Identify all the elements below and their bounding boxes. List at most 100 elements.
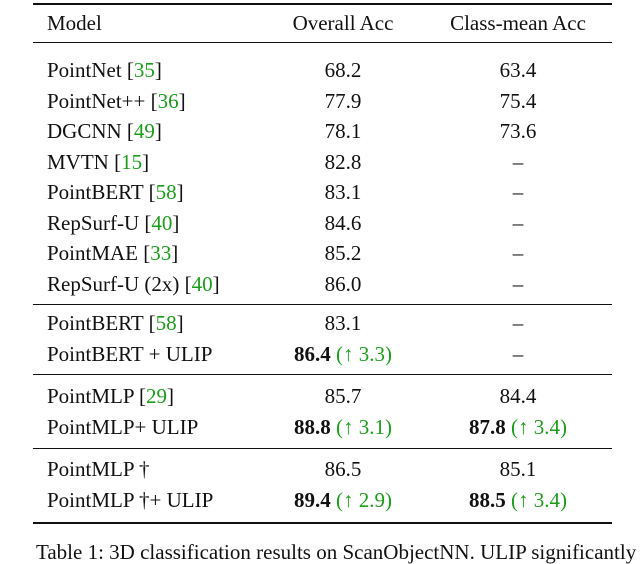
citation-number: 15 <box>121 149 143 174</box>
bracket: ] <box>154 119 162 143</box>
model-name: PointBERT <box>47 311 144 335</box>
citation-number: 29 <box>146 384 167 408</box>
citation-number: 36 <box>157 88 179 113</box>
accuracy-value: 82.8 <box>324 149 362 174</box>
model-name: PointMLP <box>47 384 134 408</box>
accuracy-value: 87.8 <box>469 414 506 439</box>
value-cell: 86.4 (↑ 3.3) <box>294 342 392 366</box>
accuracy-value: – <box>512 311 524 335</box>
model-name: PointNet++ <box>47 88 146 113</box>
accuracy-value: 85.1 <box>499 457 537 481</box>
accuracy-value: – <box>512 271 524 296</box>
accuracy-value: 68.2 <box>324 58 362 82</box>
value-cell: – <box>513 150 524 174</box>
accuracy-value: 86.4 <box>294 341 331 366</box>
model-cell: PointBERT + ULIP <box>47 342 212 366</box>
value-cell: – <box>513 180 524 204</box>
bracket: ] <box>176 180 184 204</box>
bracket: ] <box>142 149 150 174</box>
model-cell: RepSurf-U [40] <box>47 211 179 235</box>
value-cell: – <box>513 241 524 265</box>
model-name: PointNet <box>47 58 122 82</box>
value-cell: 84.4 <box>500 384 537 408</box>
accuracy-value: 85.2 <box>324 241 362 265</box>
model-cell: PointMLP †+ ULIP <box>47 488 213 512</box>
citation-number: 49 <box>133 119 155 143</box>
value-cell: 82.8 <box>325 150 362 174</box>
citation: [15] <box>114 150 149 174</box>
accuracy-value: 85.7 <box>324 384 362 408</box>
column-header: Class-mean Acc <box>450 11 586 35</box>
model-cell: PointBERT [58] <box>47 180 184 204</box>
accuracy-gain: (↑ 3.4) <box>511 487 567 512</box>
bracket: [ <box>144 210 152 235</box>
bracket: [ <box>143 241 151 265</box>
value-cell: 87.8 (↑ 3.4) <box>469 415 567 439</box>
table-rule <box>33 448 612 449</box>
bracket: [ <box>139 384 146 408</box>
bracket: ] <box>154 58 162 82</box>
table-rule <box>33 374 612 375</box>
model-cell: PointBERT [58] <box>47 311 184 335</box>
value-cell: 85.1 <box>500 457 537 481</box>
table-rule <box>33 42 612 43</box>
accuracy-value: – <box>512 149 524 174</box>
citation: [58] <box>149 180 184 204</box>
citation: [58] <box>149 311 184 335</box>
bracket: [ <box>184 271 192 296</box>
model-name: DGCNN <box>47 119 122 143</box>
accuracy-value: 88.8 <box>294 414 331 439</box>
value-cell: 85.2 <box>325 241 362 265</box>
model-name: PointBERT <box>47 180 144 204</box>
model-name: PointMAE <box>47 241 139 265</box>
accuracy-value: 77.9 <box>324 88 362 113</box>
model-cell: PointNet [35] <box>47 58 162 82</box>
value-cell: – <box>513 211 524 235</box>
accuracy-value: 83.1 <box>324 180 362 204</box>
model-name: PointMLP †+ ULIP <box>47 487 214 512</box>
accuracy-value: 73.6 <box>499 119 537 143</box>
accuracy-value: 88.5 <box>469 487 506 512</box>
table-rule <box>33 3 612 5</box>
value-cell: 78.1 <box>325 119 362 143</box>
model-name: PointMLP † <box>47 457 150 481</box>
citation: [33] <box>143 241 178 265</box>
accuracy-gain: (↑ 3.1) <box>336 414 392 439</box>
accuracy-value: 84.4 <box>499 384 537 408</box>
accuracy-value: 63.4 <box>499 58 537 82</box>
column-header: Overall Acc <box>292 11 394 35</box>
citation: [36] <box>151 89 186 113</box>
accuracy-gain: (↑ 2.9) <box>336 487 392 512</box>
value-cell: 86.5 <box>325 457 362 481</box>
model-cell: PointMLP † <box>47 457 150 481</box>
citation-number: 58 <box>155 180 177 204</box>
bracket: [ <box>150 88 158 113</box>
bracket: [ <box>126 119 134 143</box>
value-cell: – <box>513 311 524 335</box>
model-name: PointMLP+ ULIP <box>47 414 199 439</box>
bracket: [ <box>126 58 134 82</box>
bracket: ] <box>176 311 184 335</box>
column-header: Model <box>47 11 102 35</box>
citation-number: 40 <box>191 271 213 296</box>
bracket: [ <box>148 311 156 335</box>
value-cell: 84.6 <box>325 211 362 235</box>
bracket: [ <box>114 149 122 174</box>
value-cell: 68.2 <box>325 58 362 82</box>
citation: [35] <box>127 58 162 82</box>
citation: [29] <box>139 384 174 408</box>
model-cell: DGCNN [49] <box>47 119 162 143</box>
accuracy-value: 78.1 <box>324 119 362 143</box>
model-cell: PointMLP+ ULIP <box>47 415 198 439</box>
model-name: PointBERT + ULIP <box>47 341 213 366</box>
model-cell: PointMLP [29] <box>47 384 174 408</box>
value-cell: 83.1 <box>325 311 362 335</box>
citation: [40] <box>185 272 220 296</box>
caption: Table 1: 3D classification results on Sc… <box>36 540 637 564</box>
accuracy-gain: (↑ 3.3) <box>336 341 392 366</box>
bracket: ] <box>167 384 174 408</box>
bracket: [ <box>148 180 156 204</box>
value-cell: 77.9 <box>325 89 362 113</box>
value-cell: 88.8 (↑ 3.1) <box>294 415 392 439</box>
